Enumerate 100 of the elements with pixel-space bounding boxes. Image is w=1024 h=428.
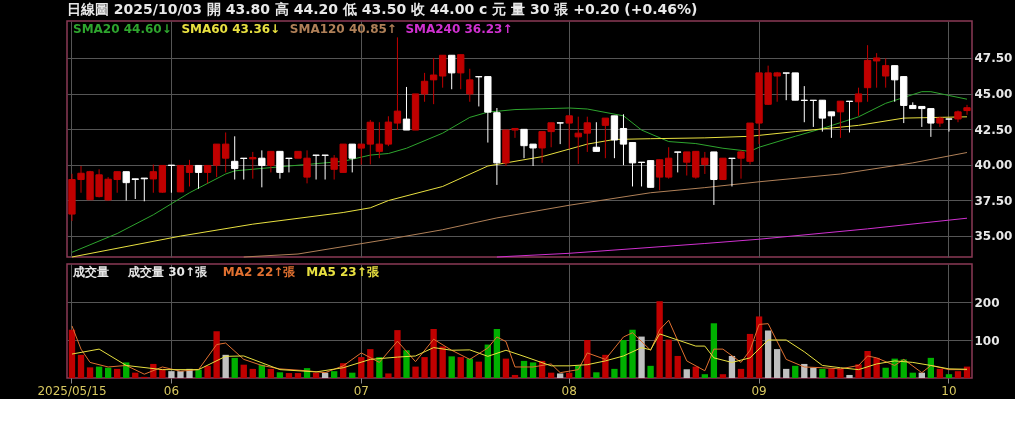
bar	[412, 366, 419, 378]
candlestick	[872, 52, 881, 89]
chart-title: 日線圖 2025/10/03 開 43.80 高 44.20 低 43.50 收 44.00 c 元 量 30 張 +0.20 (+0.46%)	[67, 1, 698, 17]
candlestick	[448, 54, 456, 90]
text: MA5 23↑張	[306, 265, 380, 279]
candlestick	[212, 143, 221, 178]
x-tick-label: 06	[163, 383, 180, 398]
candlestick	[457, 54, 465, 90]
candlestick	[438, 54, 447, 89]
candlestick	[375, 121, 384, 159]
bar	[114, 368, 121, 378]
text: SMA60 43.36↓	[181, 22, 281, 36]
y-tick-label: 100	[974, 333, 1000, 348]
candlestick	[601, 117, 610, 159]
bar	[204, 365, 211, 378]
candlestick	[818, 99, 827, 133]
candlestick	[149, 164, 158, 194]
candlestick	[258, 149, 266, 188]
x-tick-label: 10	[941, 383, 957, 398]
bar	[213, 331, 220, 378]
candlestick	[674, 151, 682, 173]
candlestick	[231, 135, 239, 181]
bar	[168, 371, 175, 378]
bar	[837, 368, 844, 378]
line-series	[243, 152, 968, 258]
candlestick	[348, 143, 356, 173]
bar	[656, 301, 663, 378]
candlestick	[185, 159, 194, 187]
candlestick	[628, 142, 637, 187]
bar	[249, 368, 256, 378]
line-series	[496, 217, 968, 258]
y-tick-label: 47.50	[974, 51, 1013, 66]
text: MA2 22↑張	[222, 265, 297, 279]
candlestick	[827, 111, 836, 139]
bar	[294, 373, 302, 378]
candlestick	[366, 119, 374, 165]
bar	[882, 367, 889, 378]
bar	[846, 374, 853, 378]
bar	[611, 368, 618, 378]
text: 成交量 30↑張	[127, 265, 208, 279]
bar	[159, 368, 166, 378]
candlestick	[665, 146, 673, 180]
bar	[511, 374, 519, 378]
bar	[457, 357, 464, 378]
bar	[755, 316, 763, 378]
bar	[683, 369, 690, 378]
bar	[629, 329, 636, 378]
line-series	[71, 116, 968, 258]
bar	[620, 340, 627, 378]
y-tick-label: 40.00	[974, 158, 1013, 173]
bar	[240, 364, 247, 378]
candlestick	[420, 72, 429, 103]
candlestick	[357, 143, 365, 166]
x-tick-label: 08	[561, 383, 577, 398]
bar	[466, 358, 473, 378]
bar	[945, 374, 953, 378]
y-axis-title: 成交量	[72, 265, 109, 279]
bar	[448, 356, 455, 378]
bar	[593, 372, 600, 378]
bar	[665, 339, 672, 378]
bar	[267, 368, 275, 378]
bar	[557, 373, 564, 378]
bar	[674, 355, 681, 378]
y-tick-label: 37.50	[974, 193, 1013, 208]
x-tick-label: 09	[751, 383, 767, 398]
y-tick-label: 45.00	[974, 87, 1013, 102]
candlestick	[267, 150, 275, 173]
bar	[810, 367, 817, 378]
candlestick	[466, 68, 474, 103]
bar	[77, 354, 85, 378]
bar	[285, 373, 293, 378]
y-tick-label: 35.00	[974, 229, 1013, 244]
bar	[819, 368, 826, 378]
candlestick	[619, 113, 628, 166]
bar	[331, 371, 338, 378]
candlestick	[565, 115, 573, 150]
bar	[792, 365, 799, 378]
candlestick	[384, 115, 393, 147]
candlestick	[429, 57, 438, 105]
bar	[783, 368, 790, 378]
candlestick	[728, 157, 736, 187]
bar	[873, 357, 880, 378]
bar	[502, 358, 510, 378]
bar	[403, 350, 410, 378]
bar	[936, 368, 944, 378]
bar	[701, 374, 708, 378]
bar	[86, 367, 94, 378]
bar	[638, 336, 645, 378]
bar	[104, 367, 112, 378]
text: SMA240 36.23↑	[405, 22, 513, 36]
line-series	[71, 333, 968, 373]
bar	[764, 330, 772, 378]
candlestick	[240, 157, 248, 181]
candlestick	[194, 164, 203, 190]
bar	[421, 357, 428, 378]
candlestick	[719, 157, 727, 181]
candlestick	[592, 121, 601, 152]
candlestick	[881, 57, 890, 89]
bar	[719, 374, 727, 378]
candlestick	[836, 100, 845, 139]
